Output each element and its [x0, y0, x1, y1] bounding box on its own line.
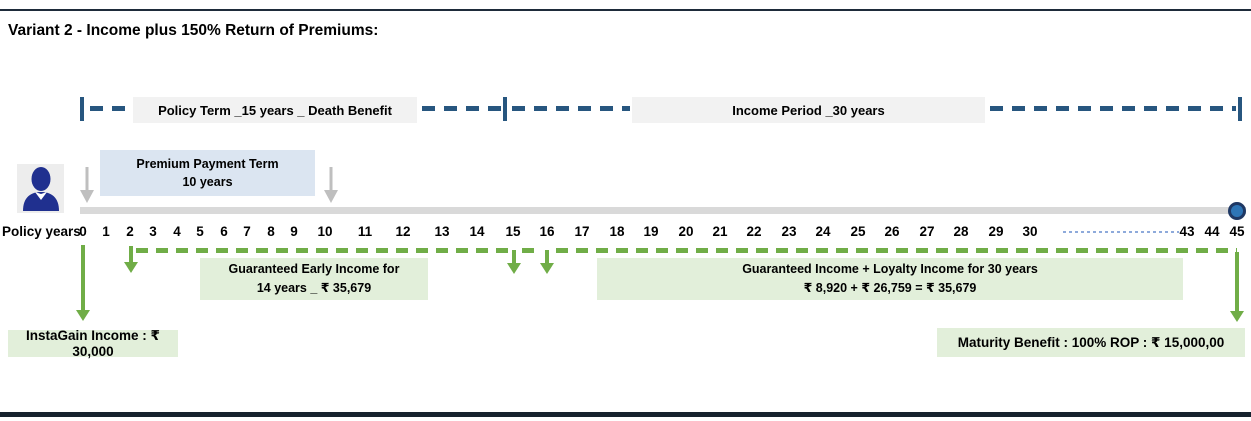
bracket-middle-tick [503, 97, 507, 121]
bracket-start-tick [80, 97, 84, 121]
guaranteed-income-loyalty-box: Guaranteed Income + Loyalty Income for 3… [597, 258, 1183, 300]
maturity-arrow-icon [1230, 252, 1244, 322]
year16-arrow-icon [540, 250, 554, 274]
person-icon [22, 166, 59, 211]
bracket-end-tick [1238, 97, 1242, 121]
policyholder-avatar [17, 164, 64, 213]
year-label: 25 [850, 224, 866, 239]
timeline-bar [80, 207, 1246, 214]
policy-term-label: Policy Term _15 years _ Death Benefit [133, 97, 417, 123]
instagain-income-box: InstaGain Income : ₹ 30,000 [8, 328, 178, 359]
year-label: 16 [539, 224, 555, 239]
year-label: 43 [1179, 224, 1195, 239]
year-label: 21 [712, 224, 728, 239]
year-label: 24 [815, 224, 831, 239]
year-label: 23 [781, 224, 797, 239]
year-label: 4 [173, 224, 181, 239]
top-border-line [0, 9, 1251, 11]
year-label: 30 [1022, 224, 1038, 239]
year-label: 8 [267, 224, 275, 239]
year-label: 15 [505, 224, 521, 239]
year-label: 27 [919, 224, 935, 239]
guaranteed-income-line1: Guaranteed Income + Loyalty Income for 3… [742, 262, 1038, 277]
timeline-end-dot [1228, 202, 1246, 220]
income-dash-segment [522, 248, 540, 253]
income-dash-segment [136, 248, 508, 253]
premium-start-arrow-icon [80, 167, 94, 203]
year-label: 14 [469, 224, 485, 239]
year-label: 44 [1204, 224, 1220, 239]
guaranteed-income-line2: ₹ 8,920 + ₹ 26,759 = ₹ 35,679 [803, 281, 977, 295]
instagain-arrow-icon [76, 245, 90, 321]
year-label: 26 [884, 224, 900, 239]
year-label: 12 [395, 224, 411, 239]
income-period-label: Income Period _30 years [632, 97, 985, 123]
year-label: 17 [574, 224, 590, 239]
premium-payment-term-box: Premium Payment Term 10 years [100, 150, 315, 196]
year-label: 11 [357, 224, 373, 239]
year-label: 6 [220, 224, 228, 239]
year-label: 0 [79, 224, 87, 239]
bottom-border-line [0, 412, 1251, 417]
year-label: 29 [988, 224, 1004, 239]
bracket-dash-segment [990, 106, 1236, 111]
premium-end-arrow-icon [324, 167, 338, 203]
year-label: 18 [609, 224, 625, 239]
year-label: 2 [126, 224, 134, 239]
year-label: 28 [953, 224, 969, 239]
premium-term-line2: 10 years [182, 175, 233, 189]
income-dash-segment [556, 248, 1237, 253]
year-label: 22 [746, 224, 762, 239]
year-label: 5 [196, 224, 204, 239]
early-income-line2: 14 years _ ₹ 35,679 [256, 281, 372, 295]
year-label: 9 [290, 224, 298, 239]
maturity-benefit-box: Maturity Benefit : 100% ROP : ₹ 15,000,0… [937, 328, 1245, 357]
year-label: 7 [243, 224, 251, 239]
year-label: 10 [317, 224, 333, 239]
year-label: 13 [434, 224, 450, 239]
year-label: 3 [149, 224, 157, 239]
income-start-arrow-icon [124, 246, 138, 273]
bracket-dash-segment [422, 106, 501, 111]
page-title: Variant 2 - Income plus 150% Return of P… [8, 22, 379, 39]
year-label: 19 [643, 224, 659, 239]
premium-term-line1: Premium Payment Term [136, 156, 279, 171]
year-label: 20 [678, 224, 694, 239]
year-label: 45 [1229, 224, 1245, 239]
policy-years-label: Policy years [2, 224, 81, 239]
guaranteed-early-income-box: Guaranteed Early Income for 14 years _ ₹… [200, 258, 428, 300]
early-income-line1: Guaranteed Early Income for [228, 262, 400, 277]
year15-arrow-icon [507, 250, 521, 274]
timeline-gap-dotted-line [1063, 231, 1179, 233]
bracket-dash-segment [90, 106, 132, 111]
bracket-dash-segment [512, 106, 630, 111]
year-label: 1 [102, 224, 110, 239]
